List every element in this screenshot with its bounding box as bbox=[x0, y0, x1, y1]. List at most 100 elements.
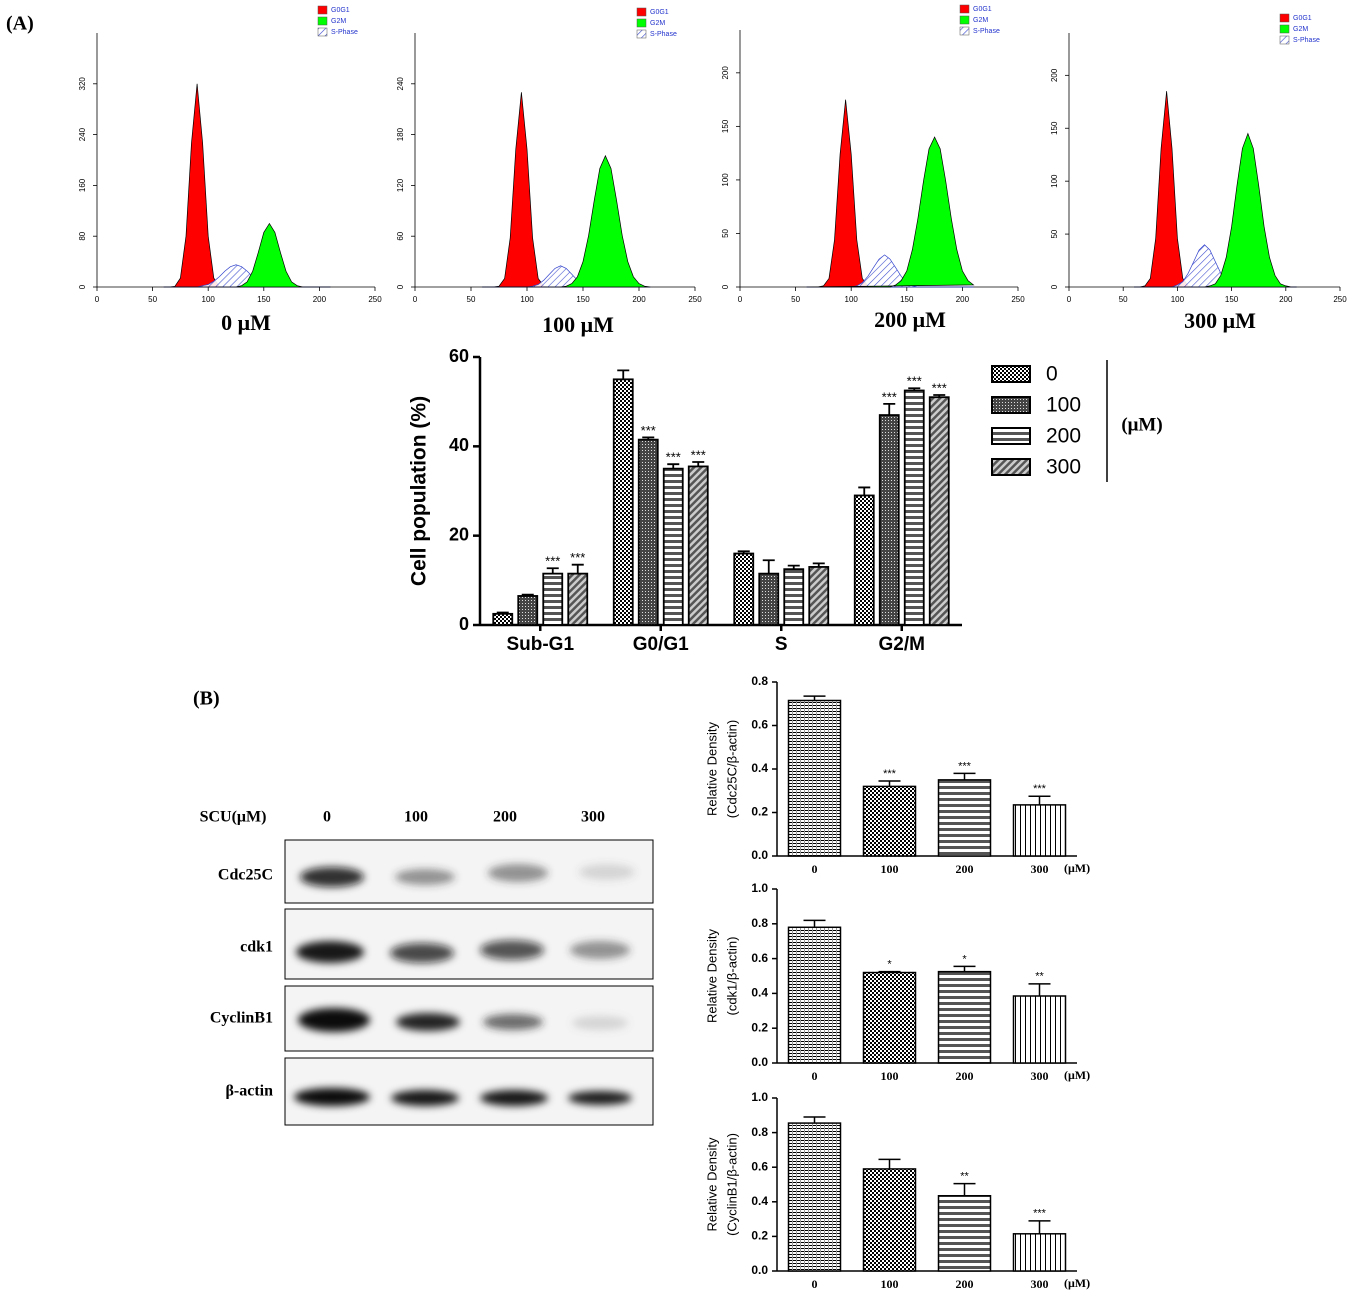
error-bar bbox=[953, 772, 976, 780]
x-tick-label: 200 bbox=[956, 1277, 974, 1291]
bar bbox=[492, 612, 514, 626]
band bbox=[480, 1090, 548, 1106]
band bbox=[391, 1090, 459, 1106]
bar bbox=[937, 970, 992, 1064]
bands bbox=[294, 864, 635, 1106]
legend-label: S-Phase bbox=[1293, 37, 1320, 44]
x-tick-label: 300 bbox=[1031, 1069, 1049, 1083]
bar bbox=[903, 389, 925, 626]
significance: *** bbox=[666, 450, 681, 465]
y-axis-label: Relative Density bbox=[704, 929, 719, 1023]
bar bbox=[662, 467, 684, 626]
band bbox=[300, 867, 364, 887]
significance: *** bbox=[907, 374, 922, 389]
y-tick-label: 160 bbox=[78, 178, 87, 192]
y-tick-label: 0.4 bbox=[751, 1194, 768, 1208]
error-bar bbox=[1028, 795, 1051, 805]
y-tick-label: 1.0 bbox=[751, 1090, 768, 1104]
x-tick-label: 200 bbox=[956, 862, 974, 876]
western-blot: SCU(μM) 0 100 200 300 Cdc25C cdk1 Cyclin… bbox=[200, 809, 654, 1126]
x-tick-label: 150 bbox=[900, 295, 914, 304]
band bbox=[396, 1013, 460, 1031]
error-bar bbox=[878, 970, 901, 973]
y-tick-label: 150 bbox=[721, 119, 730, 133]
legend-label: G2M bbox=[650, 20, 665, 27]
x-tick-label: G2/M bbox=[879, 634, 925, 655]
unit-label: (μM) bbox=[1064, 1068, 1090, 1082]
significance: *** bbox=[1033, 1208, 1047, 1220]
y-tick-label: 80 bbox=[78, 231, 87, 240]
row-label: β-actin bbox=[225, 1083, 273, 1100]
x-tick-label: 150 bbox=[1225, 295, 1239, 304]
y-tick-label: 0.4 bbox=[751, 761, 768, 775]
legend-label: 100 bbox=[1046, 394, 1081, 417]
x-tick-label: 200 bbox=[632, 295, 646, 304]
legend-swatch bbox=[991, 458, 1031, 476]
band bbox=[572, 1016, 628, 1030]
bar bbox=[787, 699, 842, 857]
significance: *** bbox=[932, 380, 947, 395]
significance: *** bbox=[883, 768, 897, 780]
error-bar bbox=[496, 611, 509, 614]
lane-label: 300 bbox=[581, 809, 605, 826]
legend-label: 300 bbox=[1046, 456, 1081, 479]
band bbox=[296, 941, 364, 963]
y-tick-label: 0.2 bbox=[751, 1020, 768, 1034]
area-1 bbox=[1134, 132, 1297, 288]
band bbox=[568, 1091, 632, 1105]
band bbox=[298, 1008, 370, 1032]
legend-swatch bbox=[959, 4, 970, 14]
y-tick-label: 40 bbox=[449, 435, 469, 455]
bar bbox=[1012, 995, 1067, 1064]
significance: * bbox=[962, 953, 967, 965]
x-tick-label: 0 bbox=[812, 862, 818, 876]
y-tick-label: 0.8 bbox=[751, 674, 768, 688]
y-axis-label: (Cdc25C/β-actin) bbox=[724, 720, 739, 819]
y-axis-label: (CyclinB1/β-actin) bbox=[724, 1133, 739, 1236]
error-bar bbox=[933, 394, 946, 398]
error-bar bbox=[762, 559, 775, 574]
legend-swatch bbox=[991, 365, 1031, 383]
x-tick-label: 250 bbox=[688, 295, 702, 304]
y-tick-label: 50 bbox=[721, 228, 730, 237]
legend-label: G2M bbox=[1293, 26, 1308, 33]
chart-title: 200 μM bbox=[874, 307, 946, 332]
x-tick-label: 100 bbox=[1171, 295, 1185, 304]
area-1 bbox=[163, 222, 331, 288]
band bbox=[395, 869, 455, 885]
error-bar bbox=[571, 563, 584, 574]
blot-header: SCU(μM) bbox=[200, 809, 267, 826]
bar bbox=[862, 1168, 917, 1272]
y-tick-label: 50 bbox=[1050, 229, 1059, 238]
y-tick-label: 320 bbox=[78, 77, 87, 91]
bar bbox=[787, 926, 842, 1064]
significance: *** bbox=[641, 423, 656, 438]
y-tick-label: 60 bbox=[396, 231, 405, 240]
y-tick-label: 0.4 bbox=[751, 986, 768, 1000]
y-tick-label: 0.8 bbox=[751, 916, 768, 930]
bar bbox=[808, 566, 830, 626]
x-tick-label: 250 bbox=[1333, 295, 1347, 304]
x-tick-label: 150 bbox=[257, 295, 271, 304]
bar bbox=[542, 572, 564, 626]
error-bar bbox=[642, 436, 655, 440]
y-tick-label: 0 bbox=[396, 284, 405, 289]
y-tick-label: 0.0 bbox=[751, 848, 768, 862]
error-bar bbox=[667, 463, 680, 469]
legend-label: 200 bbox=[1046, 425, 1081, 448]
y-tick-label: 240 bbox=[78, 127, 87, 141]
y-tick-label: 100 bbox=[721, 173, 730, 187]
bar bbox=[787, 1122, 842, 1272]
y-tick-label: 60 bbox=[449, 346, 469, 366]
band bbox=[570, 941, 630, 959]
legend-swatch bbox=[1279, 13, 1290, 23]
legend-label: G0G1 bbox=[1293, 15, 1312, 22]
unit-label: (μM) bbox=[1064, 1276, 1090, 1290]
error-bar bbox=[858, 486, 871, 496]
legend-label: S-Phase bbox=[973, 28, 1000, 35]
significance: *** bbox=[882, 389, 897, 404]
y-tick-label: 0 bbox=[78, 284, 87, 289]
legend-label: G2M bbox=[973, 17, 988, 24]
band bbox=[579, 864, 635, 880]
x-tick-label: 0 bbox=[95, 295, 100, 304]
